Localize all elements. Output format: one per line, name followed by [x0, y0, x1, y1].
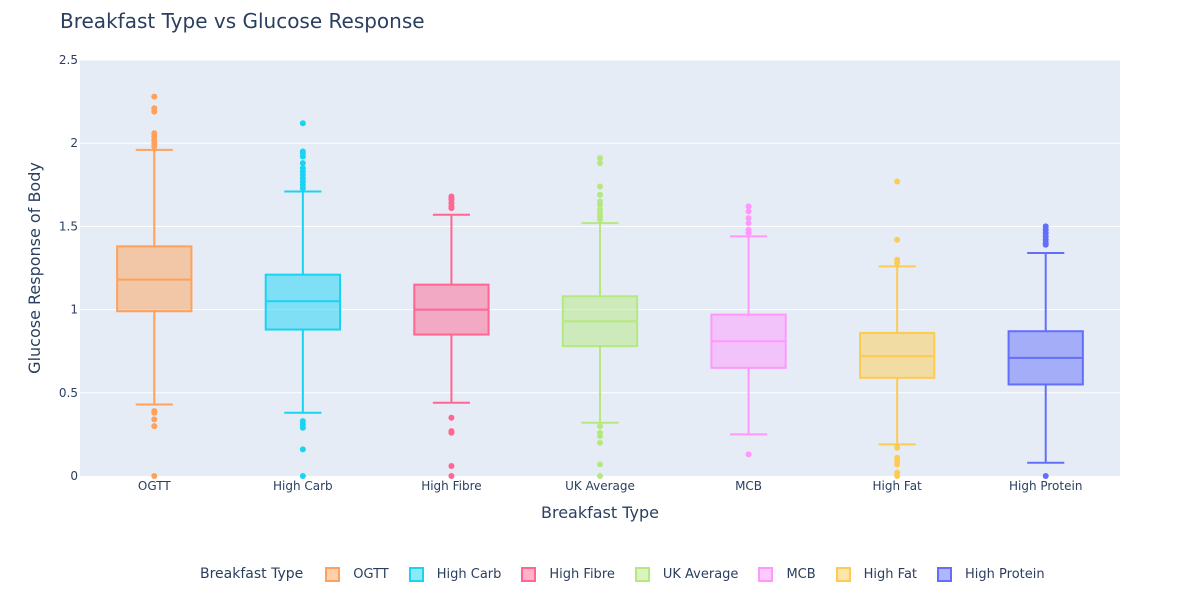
legend-label: OGTT: [353, 566, 389, 582]
x-tick-label: High Protein: [1009, 479, 1082, 493]
outlier-point: [745, 215, 752, 222]
legend-item[interactable]: High Protein: [937, 566, 1045, 582]
legend-item[interactable]: High Carb: [408, 566, 502, 582]
legend-item[interactable]: High Fibre: [521, 566, 615, 582]
outlier-point: [745, 451, 752, 458]
legend-swatch: [937, 566, 953, 582]
outlier-point: [299, 120, 306, 127]
box-ogtt: [116, 93, 193, 479]
legend-swatch: [325, 566, 341, 582]
outlier-point: [745, 208, 752, 215]
legend-label: High Fat: [863, 566, 918, 582]
outlier-point: [448, 414, 455, 421]
outlier-point: [597, 183, 603, 190]
x-axis-title: Breakfast Type: [541, 503, 659, 522]
legend-swatch: [835, 566, 851, 582]
y-tick-labels: 0 0.5 1 1.5 2 2.5: [59, 53, 78, 483]
outlier-point: [299, 160, 306, 167]
outlier-point: [597, 198, 603, 205]
x-tick-label: High Fat: [873, 479, 923, 493]
outlier-point: [894, 256, 901, 263]
outlier-point: [299, 418, 306, 425]
legend-swatch: [521, 566, 537, 582]
box-high-carb: [264, 120, 342, 479]
outlier-point: [151, 130, 158, 137]
outlier-point: [597, 461, 603, 468]
y-tick-label: 0.5: [59, 386, 78, 400]
x-tick-label: OGTT: [138, 479, 171, 493]
box-mcb: [710, 203, 787, 458]
chart-title: Breakfast Type vs Glucose Response: [60, 9, 425, 33]
legend-item[interactable]: MCB: [758, 566, 816, 582]
legend-item[interactable]: OGTT: [325, 566, 389, 582]
box-high-fibre: [413, 193, 490, 479]
outlier-point: [299, 165, 306, 172]
box-uk-average: [561, 155, 639, 479]
legend-label: High Fibre: [549, 566, 615, 582]
outlier-point: [597, 473, 603, 479]
x-tick-label: MCB: [735, 479, 762, 493]
box-high-protein: [1007, 223, 1084, 479]
outlier-point: [151, 105, 158, 112]
x-tick-labels: OGTT High Carb High Fibre UK Average MCB High…: [138, 479, 1083, 493]
legend-swatch: [758, 566, 774, 582]
y-axis-title: Glucose Response of Body: [25, 162, 44, 374]
outlier-point: [894, 178, 901, 185]
legend-label: UK Average: [662, 566, 739, 582]
x-tick-label: UK Average: [565, 479, 635, 493]
outlier-point: [597, 423, 603, 430]
outlier-point: [894, 469, 901, 476]
legend-label: High Carb: [436, 566, 502, 582]
x-tick-label: High Carb: [273, 479, 333, 493]
legend: Breakfast Type OGTT High Carb High Fibre UK…: [200, 563, 1065, 585]
x-tick-label: High Fibre: [421, 479, 481, 493]
legend-title: Breakfast Type: [200, 566, 304, 582]
outlier-point: [745, 203, 752, 210]
outlier-point: [597, 191, 603, 198]
y-tick-label: 0: [70, 469, 78, 483]
outlier-point: [894, 444, 901, 451]
y-tick-label: 1.5: [59, 219, 78, 233]
outlier-point: [151, 423, 158, 430]
outlier-point: [151, 416, 158, 423]
legend-item[interactable]: High Fat: [835, 566, 918, 582]
outlier-point: [299, 473, 306, 479]
outlier-point: [1042, 223, 1049, 230]
legend-swatch: [634, 566, 650, 582]
legend-item[interactable]: UK Average: [634, 566, 739, 582]
legend-swatch: [408, 566, 424, 582]
outlier-point: [597, 429, 603, 436]
outlier-point: [597, 155, 603, 162]
outlier-point: [745, 220, 752, 227]
outlier-point: [299, 446, 306, 453]
outlier-point: [299, 148, 306, 155]
outlier-point: [151, 473, 158, 479]
y-tick-label: 2.5: [59, 53, 78, 67]
y-tick-label: 2: [70, 136, 78, 150]
box-high-fat: [859, 178, 936, 479]
outlier-point: [448, 193, 455, 200]
boxes: [116, 93, 1084, 479]
outlier-point: [151, 93, 158, 100]
outlier-point: [151, 408, 158, 415]
legend-items: OGTT High Carb High Fibre UK Average MCB High…: [325, 566, 1064, 582]
outlier-point: [1042, 473, 1049, 479]
outlier-point: [448, 473, 455, 479]
outlier-point: [448, 463, 455, 470]
outlier-point: [745, 226, 752, 233]
outlier-point: [894, 454, 901, 461]
legend-label: High Protein: [965, 566, 1045, 582]
legend-label: MCB: [786, 566, 816, 582]
outlier-point: [597, 160, 603, 167]
outlier-point: [597, 439, 603, 446]
outlier-point: [448, 428, 455, 435]
y-tick-label: 1: [70, 303, 78, 317]
outlier-point: [597, 206, 603, 213]
outlier-point: [894, 236, 901, 243]
